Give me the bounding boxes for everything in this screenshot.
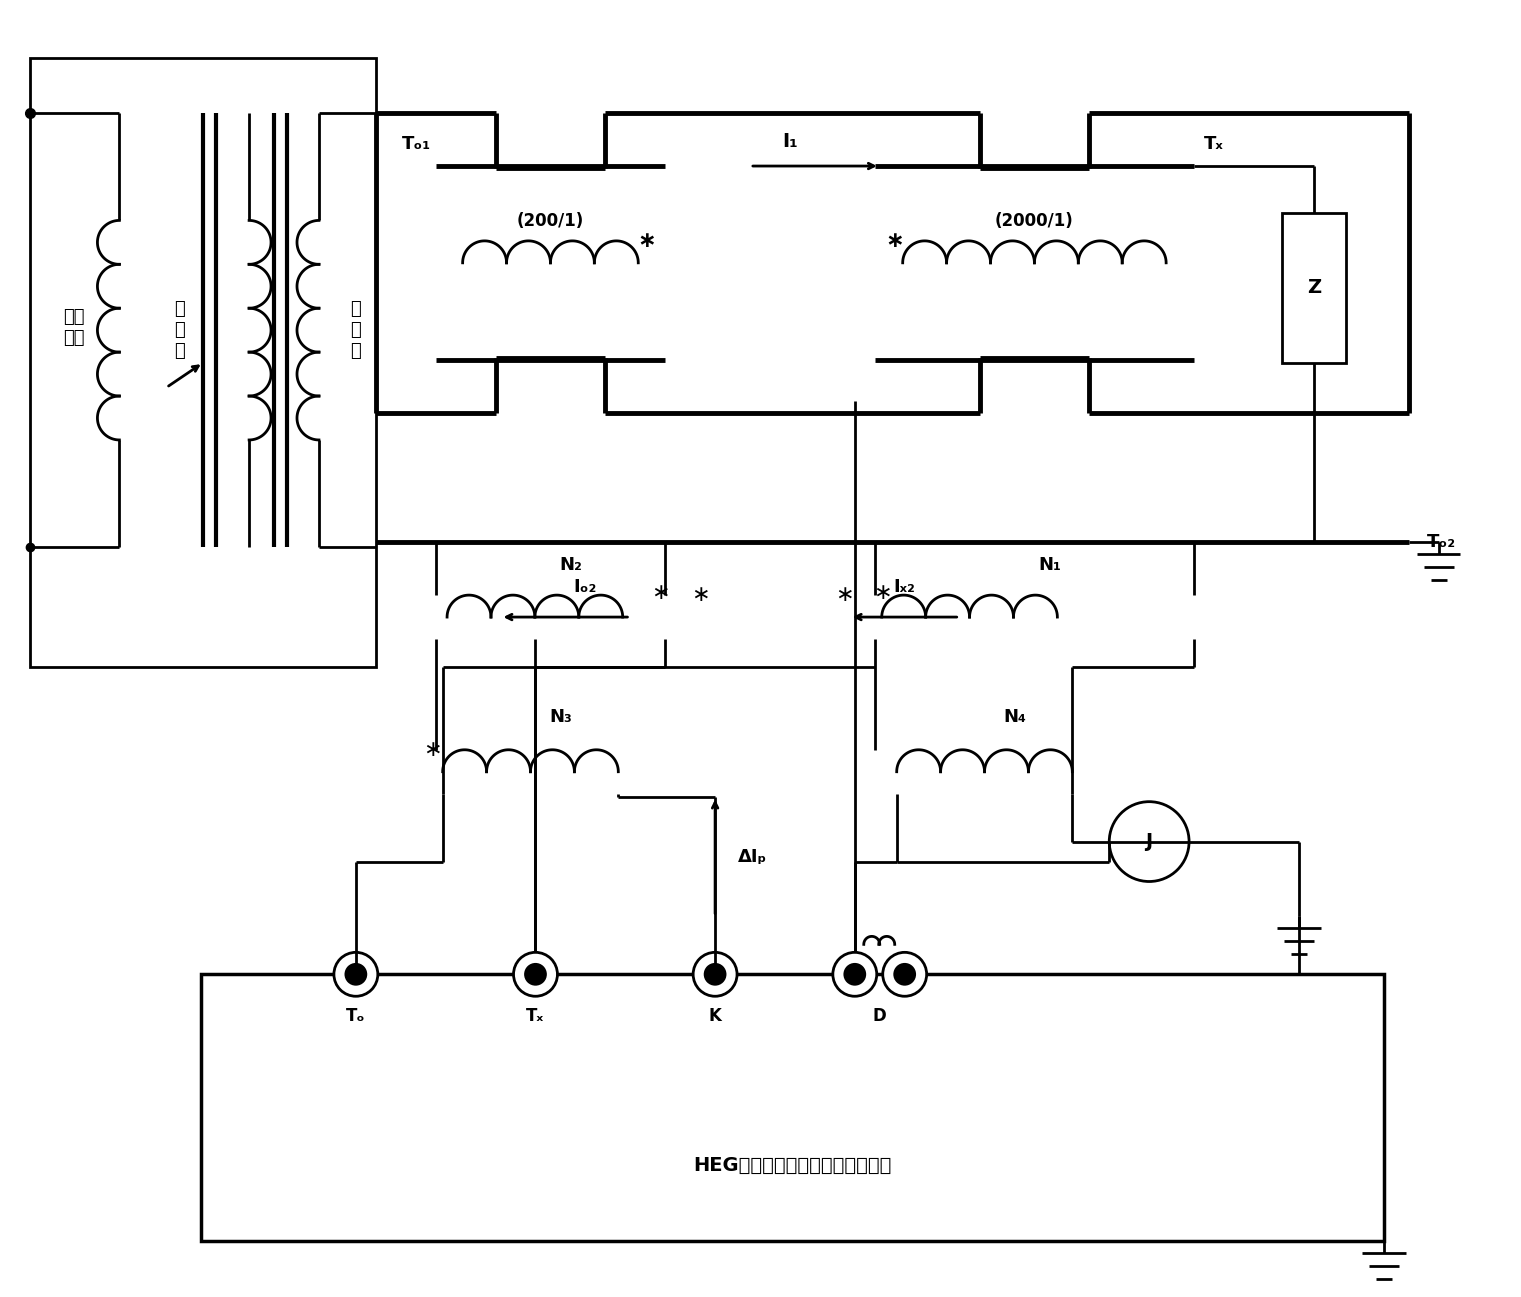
Bar bbox=[1282, 213, 1346, 363]
Circle shape bbox=[525, 965, 546, 984]
Circle shape bbox=[345, 965, 367, 984]
Text: N₄: N₄ bbox=[1002, 708, 1025, 726]
Text: ∗: ∗ bbox=[835, 585, 855, 606]
Text: Z: Z bbox=[1307, 279, 1320, 297]
Circle shape bbox=[706, 965, 726, 984]
Circle shape bbox=[834, 952, 876, 996]
Circle shape bbox=[882, 952, 926, 996]
Text: (2000/1): (2000/1) bbox=[995, 211, 1074, 230]
Circle shape bbox=[894, 965, 914, 984]
Text: J: J bbox=[1145, 833, 1153, 851]
Circle shape bbox=[844, 965, 865, 984]
Circle shape bbox=[514, 952, 557, 996]
Text: Tₒ: Tₒ bbox=[347, 1008, 365, 1025]
Text: (200/1): (200/1) bbox=[517, 211, 584, 230]
Text: ∗: ∗ bbox=[885, 231, 903, 250]
Text: Tₒ₂: Tₒ₂ bbox=[1427, 533, 1456, 551]
Circle shape bbox=[335, 952, 377, 996]
Text: 调
压
器: 调 压 器 bbox=[173, 301, 184, 361]
Text: HEG型比较仪式电流互感器校验仪: HEG型比较仪式电流互感器校验仪 bbox=[694, 1157, 891, 1175]
Circle shape bbox=[694, 952, 738, 996]
Text: N₂: N₂ bbox=[560, 556, 583, 575]
Text: Iₓ₂: Iₓ₂ bbox=[894, 578, 916, 597]
Text: D: D bbox=[873, 1008, 887, 1025]
Text: ΔIₚ: ΔIₚ bbox=[738, 847, 768, 865]
Bar bbox=[29, 58, 376, 667]
Text: N₃: N₃ bbox=[549, 708, 572, 726]
Text: ∗: ∗ bbox=[651, 584, 669, 603]
Text: ∗: ∗ bbox=[423, 739, 443, 760]
Text: ∗: ∗ bbox=[691, 585, 709, 606]
Text: 升
流
器: 升 流 器 bbox=[350, 301, 362, 361]
Text: Tₓ: Tₓ bbox=[526, 1008, 545, 1025]
Circle shape bbox=[1109, 802, 1189, 882]
Text: K: K bbox=[709, 1008, 721, 1025]
Text: ∗: ∗ bbox=[873, 584, 891, 603]
Text: ∗: ∗ bbox=[637, 231, 656, 250]
Text: I₁: I₁ bbox=[782, 131, 799, 150]
Text: Tₒ₁: Tₒ₁ bbox=[402, 135, 430, 153]
Bar bbox=[201, 974, 1384, 1241]
Text: 试验
电源: 试验 电源 bbox=[62, 309, 84, 348]
Text: Tₓ: Tₓ bbox=[1205, 135, 1224, 153]
Text: Iₒ₂: Iₒ₂ bbox=[573, 578, 598, 597]
Text: N₁: N₁ bbox=[1037, 556, 1060, 575]
